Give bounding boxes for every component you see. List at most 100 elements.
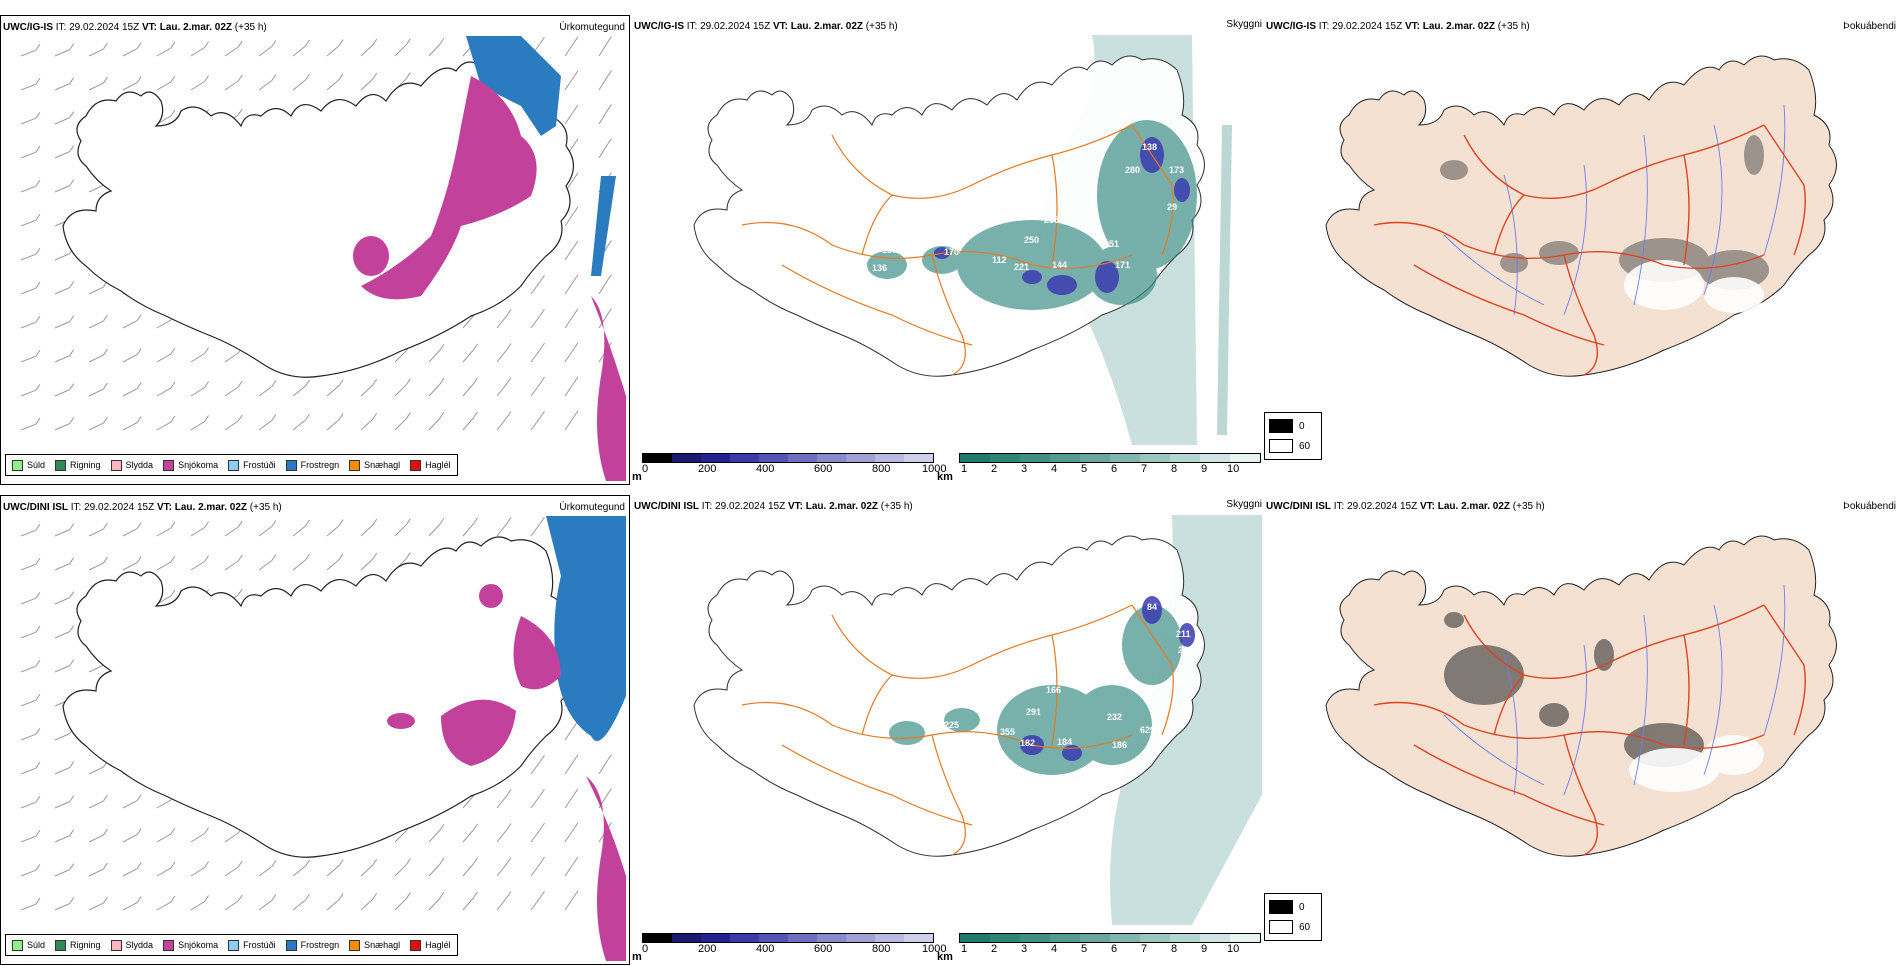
wind-barb <box>360 558 374 571</box>
wind-barb <box>530 862 541 877</box>
precip-type-map <box>20 36 626 481</box>
map-label: 182 <box>1020 738 1035 748</box>
wind-barb <box>20 151 37 159</box>
wind-barb-flag <box>69 111 75 118</box>
wind-barb-flag <box>305 39 310 47</box>
wind-barb-flag <box>372 378 378 386</box>
fog-indicator-panel-row1: UWC/IG-IS IT: 29.02.2024 15Z VT: Lau. 2.… <box>1264 15 1900 485</box>
legend-swatch <box>55 459 67 471</box>
map-label: 251 <box>1104 239 1119 249</box>
panel-header: UWC/DINI ISL IT: 29.02.2024 15Z VT: Lau.… <box>634 501 913 512</box>
wind-barb-flag <box>170 555 176 563</box>
wind-barb-flag <box>271 554 277 561</box>
wind-barb-flag <box>69 383 75 390</box>
wind-barb-flag <box>35 897 41 905</box>
wind-barb-flag <box>237 894 243 902</box>
river-line <box>1443 714 1545 786</box>
wind-barb-flag <box>204 75 209 82</box>
wind-barb <box>20 597 37 605</box>
wind-barb-flag <box>136 862 142 869</box>
wind-barb-flag <box>473 891 478 899</box>
wind-barb-flag <box>69 315 75 322</box>
wind-barb <box>394 350 407 363</box>
wind-barb <box>564 828 575 843</box>
wind-barb <box>258 560 273 571</box>
precip-type-panel-row2: UWC/DINI ISL IT: 29.02.2024 15Z VT: Lau.… <box>0 495 630 965</box>
river-line <box>1503 654 1518 796</box>
road-line <box>1683 634 1690 746</box>
wind-barb <box>530 348 541 363</box>
panel-header: UWC/IG-IS IT: 29.02.2024 15Z VT: Lau. 2.… <box>1266 21 1530 32</box>
map-label: 525 <box>1120 110 1135 120</box>
wind-barb <box>496 349 508 363</box>
wind-barb <box>20 835 37 843</box>
road-line <box>1493 194 1525 256</box>
wind-barb-flag <box>170 415 176 423</box>
map-label: 84 <box>1147 602 1157 612</box>
wind-barb <box>292 899 306 911</box>
legend-swatch <box>410 459 422 471</box>
wind-barb-flag <box>103 42 108 50</box>
wind-barb <box>20 529 37 537</box>
wind-barb <box>190 833 205 843</box>
visibility-height-labels: 525 138 280 173 29 250 205 251 157 170 1… <box>872 110 1184 273</box>
wind-barb <box>88 422 104 431</box>
river-line <box>1563 164 1587 316</box>
wind-barb <box>88 834 104 843</box>
wind-barb <box>88 562 104 571</box>
wind-barb-flag <box>540 376 545 384</box>
wind-barb-flag <box>69 349 75 356</box>
wind-barb-flag <box>271 414 277 421</box>
wind-barb-flag <box>607 754 612 761</box>
map-label: 166 <box>1046 685 1061 695</box>
wind-barb-flag <box>573 342 579 350</box>
wind-barb-flag <box>405 518 411 525</box>
wind-barb <box>54 529 70 537</box>
wind-barb <box>564 348 575 363</box>
height-colorbar: m 0 200 400 600 800 1000 <box>632 453 946 485</box>
wind-barb <box>496 829 508 843</box>
wind-barb-flag <box>573 308 579 316</box>
wind-barb <box>428 43 441 57</box>
wind-barb-flag <box>170 521 176 529</box>
wind-barb <box>88 868 104 877</box>
wind-barb-flag <box>506 823 512 830</box>
map-label: 184 <box>1057 737 1072 747</box>
wind-barb <box>88 184 104 193</box>
wind-barb-flag <box>35 829 41 837</box>
wind-barb-flag <box>540 516 545 524</box>
wind-barb <box>20 733 37 741</box>
wind-barb <box>20 253 37 261</box>
wind-barb <box>156 867 172 877</box>
snowfall-area <box>479 584 503 608</box>
wind-barb <box>122 82 138 91</box>
wind-barb-flag <box>170 895 176 903</box>
wind-barb-flag <box>405 412 411 419</box>
wind-barb-flag <box>540 822 545 830</box>
panel-title: Úrkomutegund <box>559 502 625 513</box>
precip-type-map <box>20 516 626 961</box>
wind-barb-flag <box>69 77 75 84</box>
road-line <box>861 674 893 736</box>
wind-barb-flag <box>204 861 209 868</box>
wind-barb <box>190 81 205 91</box>
legend-swatch <box>349 939 361 951</box>
wind-barb-flag <box>607 138 612 145</box>
wind-barb <box>462 417 474 431</box>
wind-barb <box>462 315 474 329</box>
wind-barb-flag <box>573 274 579 282</box>
wind-barb-flag <box>69 557 75 564</box>
wind-barb-flag <box>103 828 108 836</box>
map-label: 171 <box>1115 260 1130 270</box>
wind-barb <box>190 387 205 397</box>
wind-barb <box>258 420 273 431</box>
wind-barb <box>54 801 70 809</box>
river-line <box>1563 644 1587 796</box>
visibility-map: 525 138 280 173 29 250 205 251 157 170 1… <box>693 35 1232 445</box>
wind-barb-flag <box>372 518 378 526</box>
cloud-legend-row2: 0 60 <box>1264 893 1322 941</box>
wind-barb-flag <box>69 625 75 632</box>
wind-barb <box>20 631 37 639</box>
wind-barb <box>224 832 239 843</box>
wind-barb-flag <box>439 377 445 385</box>
